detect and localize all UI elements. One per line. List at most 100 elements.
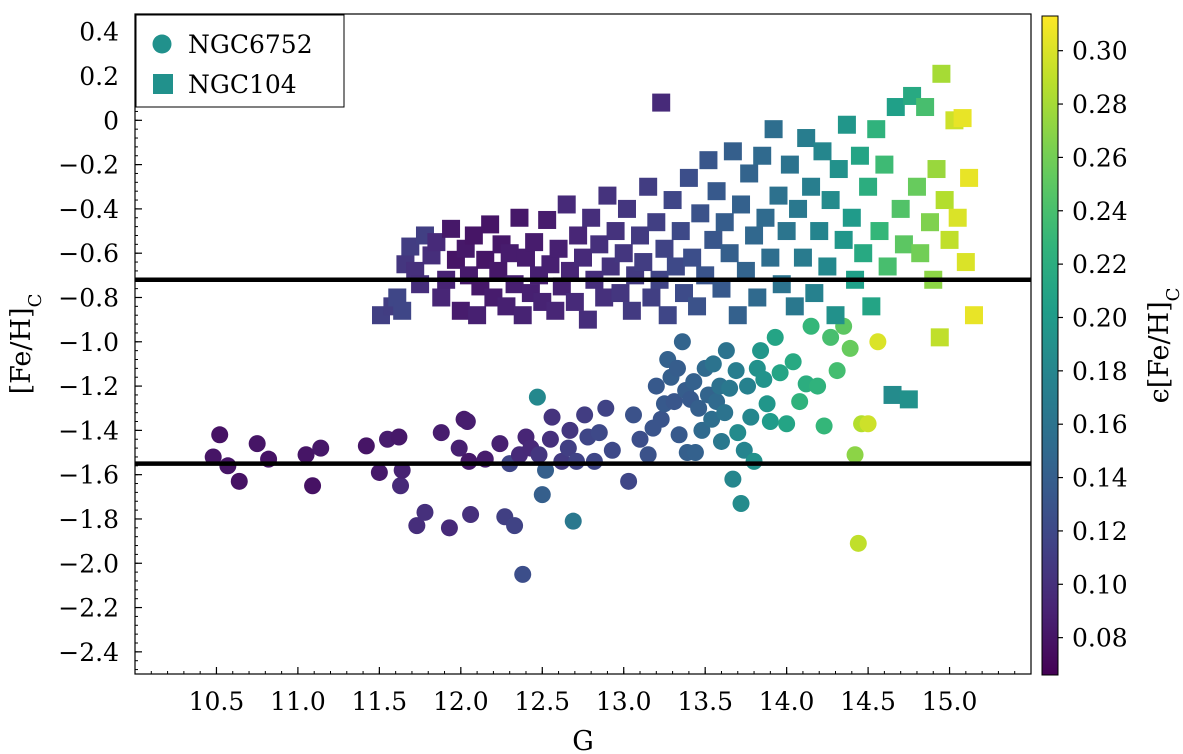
colorbar-tick-label: 0.24 [1072,197,1128,226]
colorbar-tick-label: 0.18 [1072,357,1128,386]
colorbar-ticks: 0.08 0.10 0.12 0.14 0.16 0.18 0.20 0.22 0.24 0.26… [1058,37,1128,653]
legend-marker-circle [152,34,172,54]
data-point [810,222,829,241]
data-point [771,364,789,382]
data-point [631,226,650,245]
data-point [815,417,833,435]
data-point [408,517,426,535]
data-point [822,328,840,346]
data-point [639,446,657,464]
colorbar-tick-label: 0.12 [1072,517,1128,546]
data-point [297,446,315,464]
colorbar-gradient [1041,15,1059,676]
data-point [528,388,546,406]
data-point [732,494,750,512]
y-tick-label: −2.0 [58,549,119,578]
data-point [582,208,601,227]
data-point [393,301,412,320]
data-point [514,565,532,583]
data-point [728,306,747,325]
data-point [755,370,773,388]
data-point [576,406,594,424]
data-point [740,164,759,183]
data-point [652,410,670,428]
data-point [561,421,579,439]
data-point [683,248,702,267]
data-point [634,253,653,272]
data-point [729,424,747,442]
data-point [686,444,704,462]
data-point [312,439,330,457]
data-point [497,297,516,316]
data-point [543,408,561,426]
data-point [736,261,755,280]
data-point [785,297,804,316]
data-point [432,288,451,307]
data-point [703,410,721,428]
data-point [735,441,753,459]
data-point [506,517,524,535]
data-point [451,301,470,320]
legend-label: NGC6752 [188,30,313,59]
data-point [821,191,840,210]
data-point [655,239,674,258]
x-tick-label: 13.5 [677,687,733,716]
y-tick-label: −1.6 [58,461,119,490]
data-point [462,506,480,524]
y-tick-label: 0 [103,106,119,135]
y-tick-label: −1.0 [58,328,119,357]
data-point [598,186,617,205]
colorbar-tick-label: 0.28 [1072,90,1128,119]
colorbar-label-subscript: C [1163,288,1183,302]
x-axis-label: G [572,726,594,754]
data-point [597,399,615,417]
legend-label: NGC104 [188,70,297,99]
data-point [489,261,508,280]
data-point [748,288,767,307]
data-point [606,222,625,241]
legend-entries: NGC6752 NGC104 [152,30,313,99]
colorbar: 0.08 0.10 0.12 0.14 0.16 0.18 0.20 0.22 0.24 0.26… [1041,15,1183,676]
colorbar-tick-label: 0.22 [1072,250,1128,279]
legend-marker-square [153,74,173,94]
legend: NGC6752 NGC104 [135,14,345,108]
data-point [764,120,783,139]
data-point [211,426,229,444]
data-point [712,279,731,298]
data-point [802,317,820,335]
x-tick-label: 15.0 [922,687,978,716]
plot-area [134,13,1032,675]
data-point [777,222,796,241]
x-axis: 10.5 11.0 11.5 12.0 12.5 13.0 13.5 14.0 14.5 15.0 [150,667,1016,716]
colorbar-tick-label: 0.30 [1072,37,1128,66]
data-point [953,109,972,128]
data-point [704,355,722,373]
data-point [826,306,845,325]
data-point [828,362,846,380]
data-point [688,297,707,316]
data-point [510,208,529,227]
data-point [574,248,592,267]
data-point [849,534,867,552]
data-point [927,160,946,179]
data-point [930,328,949,347]
data-point [538,210,557,229]
data-point [756,208,775,227]
colorbar-tick-label: 0.14 [1072,464,1128,493]
data-points [204,64,983,583]
data-point [891,199,910,218]
data-point [631,430,649,448]
colorbar-tick-label: 0.10 [1072,570,1128,599]
data-point [834,230,853,249]
data-point [652,93,671,112]
x-tick-label: 10.5 [189,687,245,716]
data-point [230,472,248,490]
data-point [715,213,734,232]
data-point [712,432,730,450]
colorbar-tick-label: 0.20 [1072,303,1128,332]
data-point [569,226,588,245]
plot-border [134,13,1032,675]
x-tick-label: 13.0 [596,687,652,716]
data-point [745,226,764,245]
y-tick-label: −1.4 [58,416,119,445]
